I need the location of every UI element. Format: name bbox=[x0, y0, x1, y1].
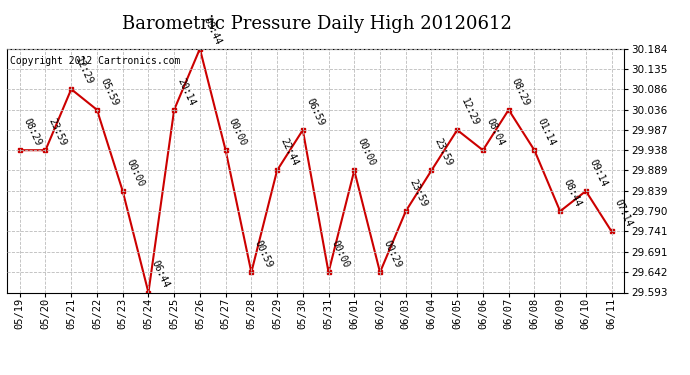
Text: 23:59: 23:59 bbox=[433, 137, 454, 168]
Text: 00:00: 00:00 bbox=[355, 137, 377, 168]
Text: 08:04: 08:04 bbox=[484, 117, 506, 147]
Text: Copyright 2012 Cartronics.com: Copyright 2012 Cartronics.com bbox=[10, 56, 180, 66]
Text: 08:44: 08:44 bbox=[562, 178, 583, 209]
Text: 06:44: 06:44 bbox=[150, 259, 171, 290]
Text: 09:14: 09:14 bbox=[587, 158, 609, 188]
Text: 08:29: 08:29 bbox=[510, 76, 531, 107]
Text: 00:29: 00:29 bbox=[382, 238, 403, 270]
Text: 05:59: 05:59 bbox=[99, 76, 120, 107]
Text: 07:14: 07:14 bbox=[613, 198, 634, 229]
Text: 12:29: 12:29 bbox=[459, 96, 480, 127]
Text: 00:00: 00:00 bbox=[227, 117, 248, 147]
Text: 00:00: 00:00 bbox=[330, 238, 351, 270]
Text: 00:00: 00:00 bbox=[124, 158, 146, 188]
Text: 22:44: 22:44 bbox=[279, 137, 300, 168]
Text: 23:59: 23:59 bbox=[47, 117, 68, 147]
Text: 00:59: 00:59 bbox=[253, 238, 274, 270]
Text: 20:14: 20:14 bbox=[175, 76, 197, 107]
Text: 08:29: 08:29 bbox=[21, 117, 43, 147]
Text: 01:14: 01:14 bbox=[535, 117, 558, 147]
Text: 23:59: 23:59 bbox=[407, 178, 428, 209]
Text: 12:29: 12:29 bbox=[72, 56, 94, 86]
Text: 06:59: 06:59 bbox=[304, 96, 326, 127]
Text: 09:44: 09:44 bbox=[201, 15, 223, 46]
Text: Barometric Pressure Daily High 20120612: Barometric Pressure Daily High 20120612 bbox=[122, 15, 513, 33]
